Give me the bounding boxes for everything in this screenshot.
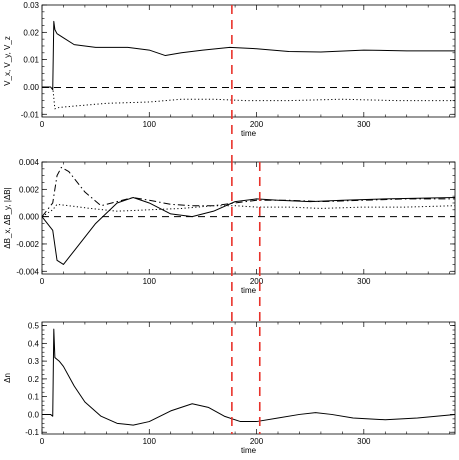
y-tick-label: 0.00 bbox=[23, 83, 39, 92]
y-tick-label: 0.0 bbox=[28, 410, 40, 419]
y-tick-label: 0.4 bbox=[28, 339, 40, 348]
x-tick-label: 100 bbox=[143, 120, 157, 129]
y-tick-label: 0.1 bbox=[28, 393, 40, 402]
plot-frame bbox=[41, 4, 456, 118]
x-tick-label: 200 bbox=[250, 277, 264, 286]
y-tick-label: 0.2 bbox=[28, 375, 40, 384]
velocity-panel: 0 100 200 300 -0.01 0.00 0.01 0.02 0.03 time V_x, … bbox=[3, 1, 456, 138]
x-tick-label: 200 bbox=[250, 120, 264, 129]
x-tick-label: 0 bbox=[40, 120, 45, 129]
y-tick-label: 0.000 bbox=[19, 213, 40, 222]
series-line-solid bbox=[42, 20, 455, 91]
x-tick-label: 200 bbox=[250, 437, 264, 446]
y-tick-label: -0.1 bbox=[25, 428, 39, 437]
x-tick-label: 0 bbox=[40, 437, 45, 446]
y-axis-title: V_x, V_y, V_z bbox=[3, 36, 12, 86]
x-tick-label: 100 bbox=[143, 277, 157, 286]
y-tick-label: -0.01 bbox=[21, 110, 40, 119]
y-tick-label: 0.002 bbox=[19, 185, 40, 194]
x-axis-title: time bbox=[241, 446, 257, 455]
x-axis-title: time bbox=[241, 129, 257, 138]
x-axis-title: time bbox=[241, 286, 257, 295]
x-tick-label: 300 bbox=[357, 437, 371, 446]
y-tick-label: -0.002 bbox=[16, 240, 39, 249]
series-line-dotted bbox=[42, 86, 455, 110]
x-tick-label: 300 bbox=[357, 277, 371, 286]
density-panel: 0 100 200 300 -0.1 0.0 0.1 0.2 0.3 0.4 0.5 time Δn bbox=[3, 321, 456, 455]
x-tick-label: 300 bbox=[357, 120, 371, 129]
y-tick-label: 0.02 bbox=[23, 28, 39, 37]
series-line-dotted bbox=[41, 203, 456, 218]
y-axis-title: Δn bbox=[3, 373, 12, 383]
series-line-solid bbox=[42, 328, 456, 426]
y-tick-label: 0.004 bbox=[19, 158, 40, 167]
plot-frame bbox=[41, 321, 456, 435]
plot-frame bbox=[41, 161, 456, 275]
series-line-solid bbox=[41, 197, 456, 265]
y-tick-label: 0.5 bbox=[28, 322, 40, 331]
red-vertical-markers bbox=[231, 5, 261, 434]
y-tick-label: 0.01 bbox=[23, 56, 39, 65]
magnetic-field-panel: 0 100 200 300 -0.004 -0.002 0.000 0.002 0.004 tim… bbox=[3, 158, 456, 295]
y-axis-title: ΔB_x, ΔB_y, |ΔB| bbox=[3, 187, 12, 248]
x-tick-label: 100 bbox=[143, 437, 157, 446]
y-tick-label: -0.004 bbox=[16, 267, 39, 276]
y-tick-label: 0.03 bbox=[23, 1, 39, 10]
y-tick-label: 0.3 bbox=[28, 357, 40, 366]
x-tick-label: 0 bbox=[40, 277, 45, 286]
series-line-dashdot bbox=[41, 166, 455, 217]
